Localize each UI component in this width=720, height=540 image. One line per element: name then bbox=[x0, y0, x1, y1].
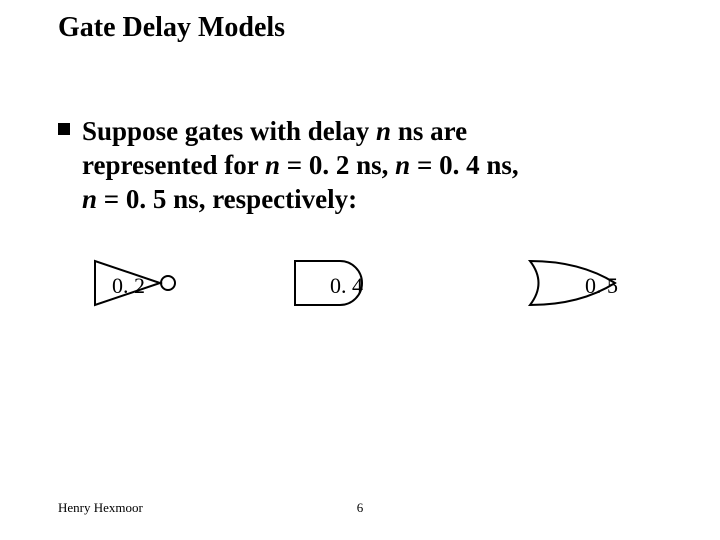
footer-author: Henry Hexmoor bbox=[58, 500, 143, 516]
bullet-line2-pre: represented for bbox=[82, 150, 265, 180]
bullet-line2-n2: n bbox=[395, 150, 410, 180]
bullet-line3-post: = 0. 5 ns, respectively: bbox=[97, 184, 357, 214]
or-gate-icon bbox=[525, 258, 635, 308]
bullet-line2-eq1: = 0. 2 ns, bbox=[280, 150, 395, 180]
gates-row: 0. 2 0. 4 0. 5 bbox=[90, 258, 660, 328]
bullet-text: Suppose gates with delay n ns are repres… bbox=[82, 115, 658, 216]
not-gate-label: 0. 2 bbox=[112, 273, 145, 299]
bullet-line2-n1: n bbox=[265, 150, 280, 180]
and-gate-label: 0. 4 bbox=[330, 273, 363, 299]
bullet-line1-n: n bbox=[376, 116, 391, 146]
slide: Gate Delay Models Suppose gates with del… bbox=[0, 0, 720, 540]
bullet-line3-n: n bbox=[82, 184, 97, 214]
bullet-line2-eq2: = 0. 4 ns, bbox=[410, 150, 518, 180]
bullet-line1-post: ns are bbox=[391, 116, 467, 146]
bullet-marker-icon bbox=[58, 123, 70, 135]
slide-title: Gate Delay Models bbox=[58, 12, 285, 44]
bullet-line1-pre: Suppose gates with delay bbox=[82, 116, 376, 146]
or-gate-label: 0. 5 bbox=[585, 273, 618, 299]
footer-page-number: 6 bbox=[357, 500, 364, 516]
bullet-block: Suppose gates with delay n ns are repres… bbox=[58, 115, 658, 216]
or-gate bbox=[525, 258, 635, 313]
